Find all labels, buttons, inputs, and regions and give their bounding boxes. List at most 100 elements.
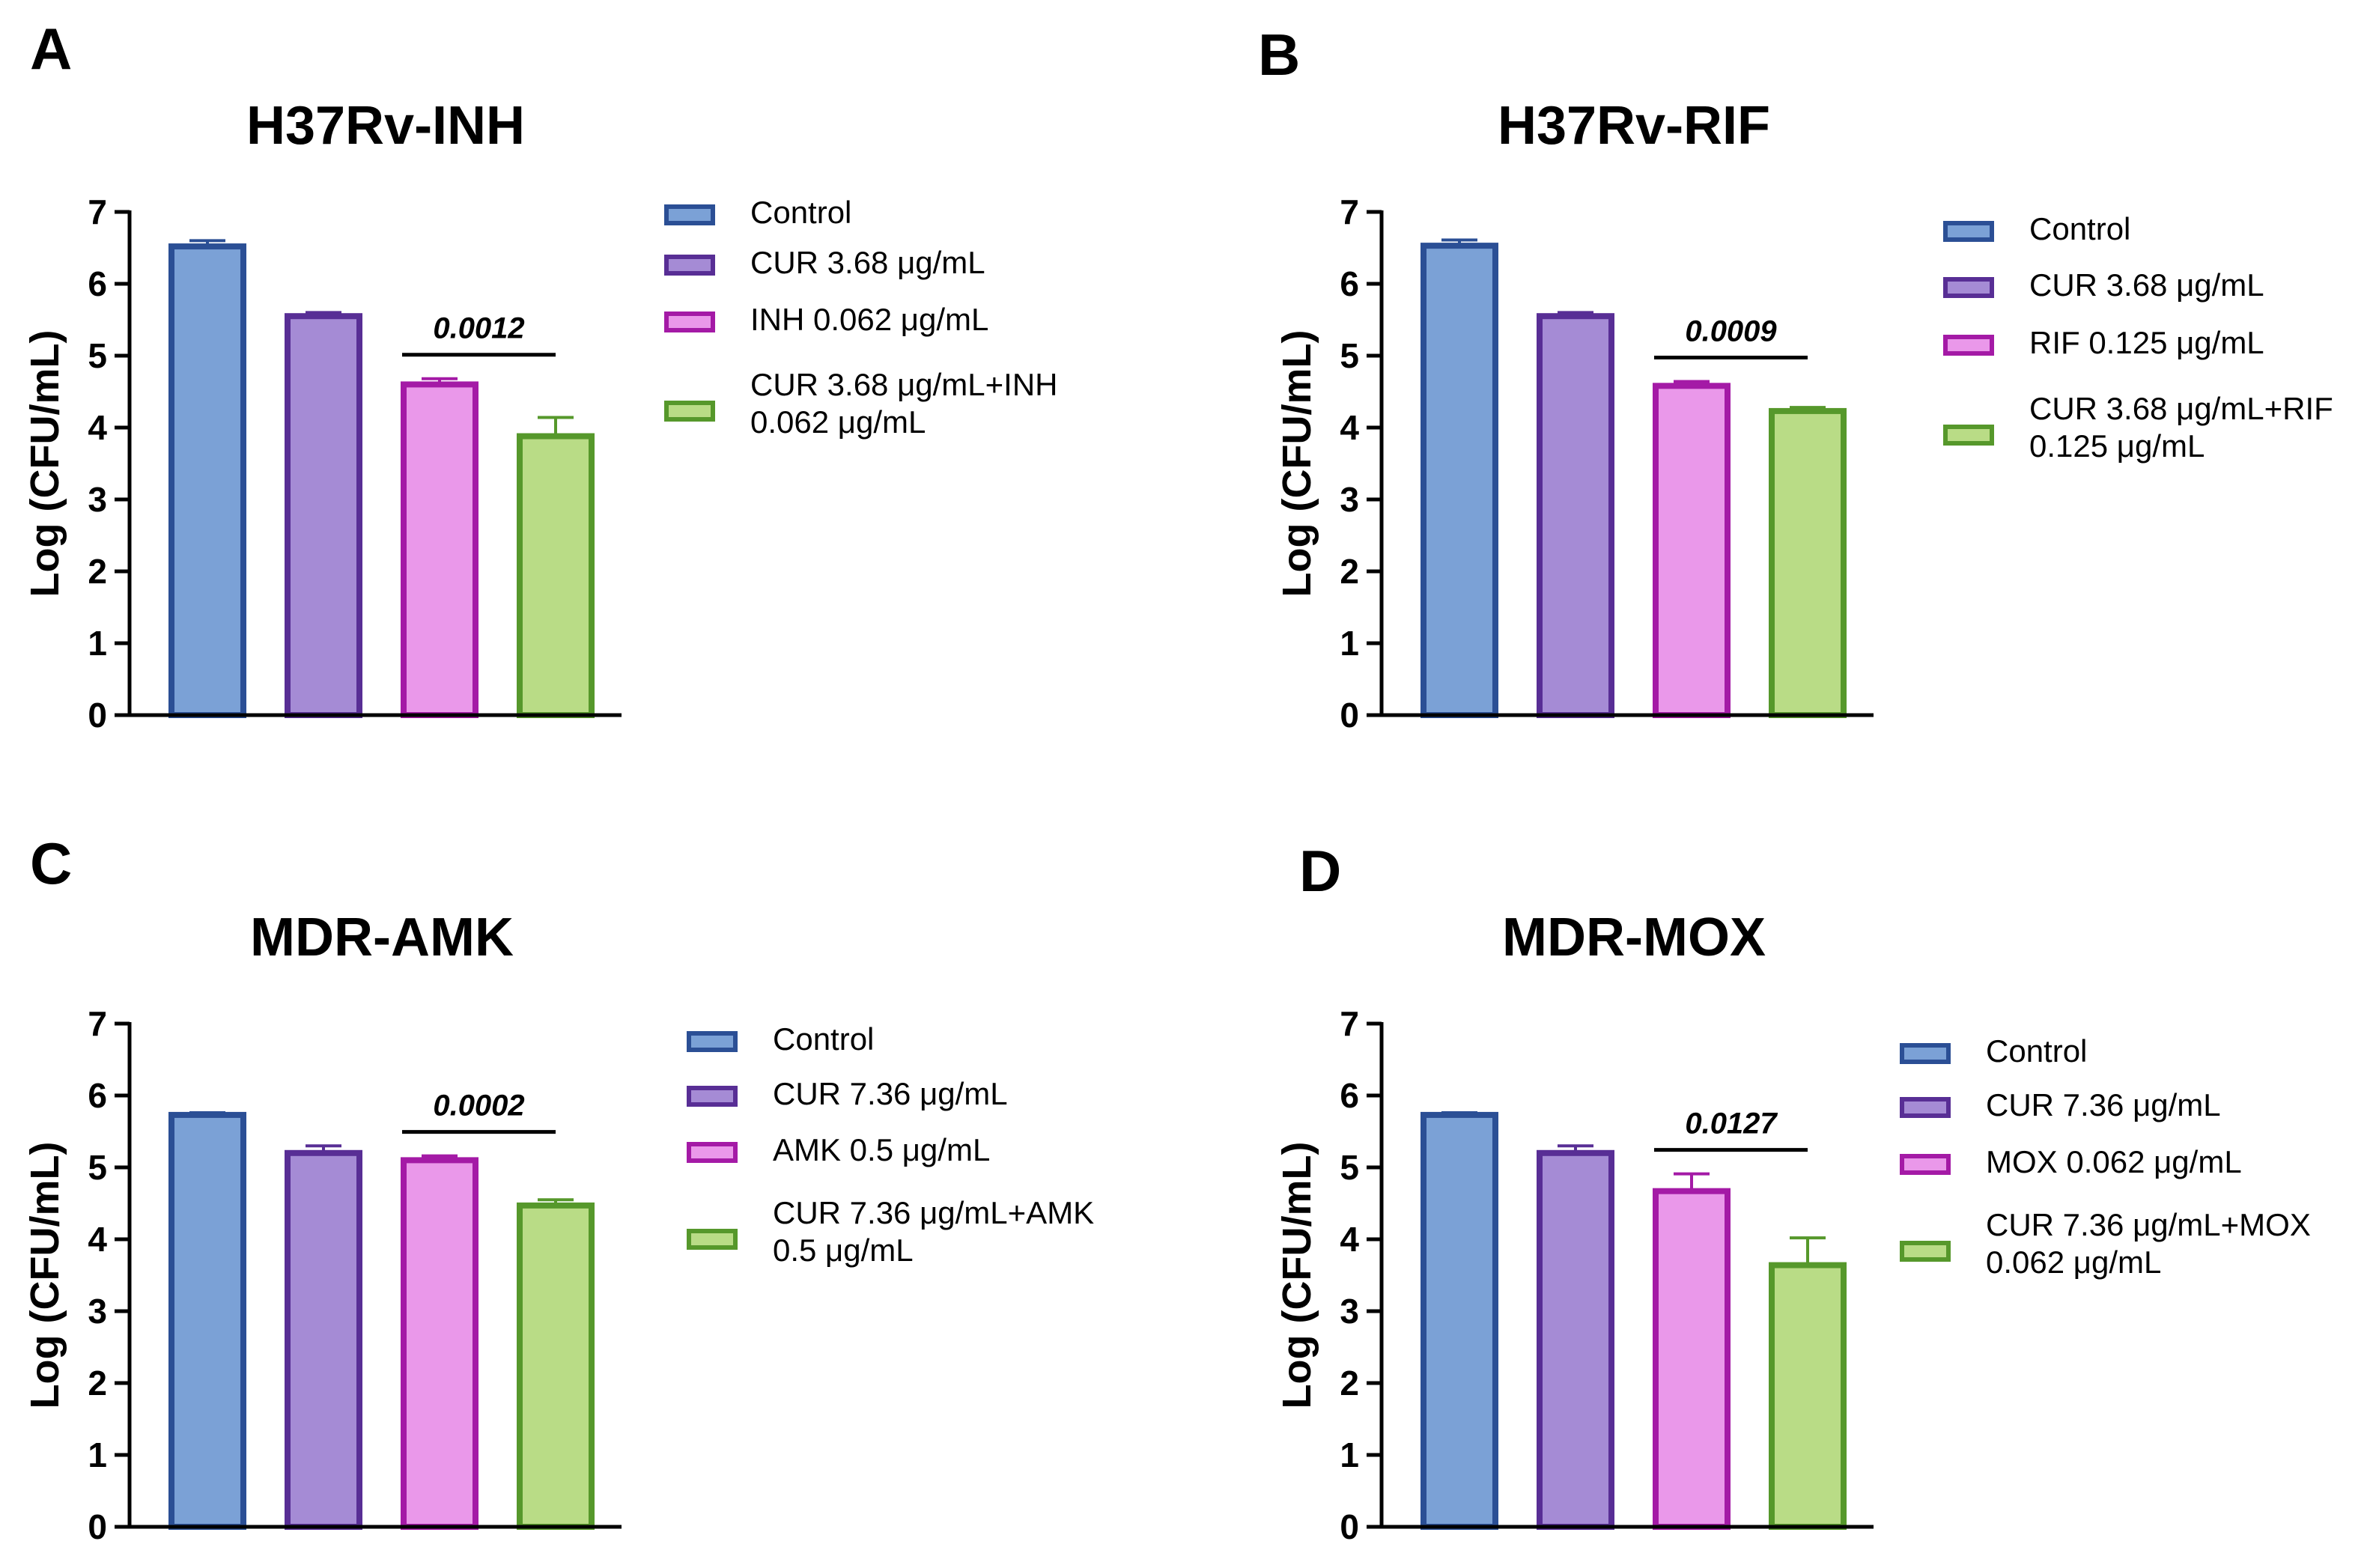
legend-swatch-2 [1900, 1097, 1951, 1118]
legend-label-4: 0.125 μg/mL [2029, 428, 2205, 464]
y-tick-label: 4 [88, 408, 107, 447]
y-axis-label: Log (CFU/mL) [22, 330, 67, 598]
y-tick-label: 5 [88, 336, 107, 375]
bar-2 [1537, 1149, 1614, 1531]
bar-2 [285, 313, 362, 718]
bar-4 [1769, 1262, 1847, 1531]
legend-swatch-1 [1943, 221, 1994, 242]
legend-swatch-4 [1943, 425, 1994, 446]
y-tick-label: 3 [88, 1292, 107, 1331]
legend-swatch-2 [664, 255, 715, 276]
y-tick-label: 1 [1340, 1435, 1359, 1474]
legend-label-4: CUR 7.36 μg/mL+AMK [773, 1195, 1094, 1230]
legend-label-3: AMK 0.5 μg/mL [773, 1132, 990, 1167]
bar-1 [1421, 243, 1498, 718]
y-tick-label: 5 [1340, 336, 1359, 375]
chart-panel-d: D MDR-MOX Log (CFU/mL) 0 1 2 3 4 5 6 7 0.0127 Contro… [1274, 838, 2311, 1546]
bar-4 [517, 1202, 595, 1530]
y-tick-label: 2 [88, 1364, 107, 1403]
y-tick-label: 6 [88, 1076, 107, 1115]
bar-1 [168, 243, 246, 718]
y-tick-label: 4 [1340, 1220, 1359, 1259]
legend-label-2: CUR 7.36 μg/mL [773, 1076, 1008, 1111]
chart-title: H37Rv-RIF [1498, 96, 1770, 156]
p-value-label: 0.0002 [433, 1090, 524, 1122]
bar-3 [401, 1157, 478, 1531]
legend-swatch-1 [1900, 1043, 1951, 1064]
panel-letter: A [30, 16, 72, 82]
p-value-label: 0.0012 [433, 312, 524, 345]
y-tick-label: 3 [1340, 480, 1359, 519]
y-tick-label: 7 [88, 192, 107, 231]
y-tick-label: 2 [1340, 1364, 1359, 1403]
legend-label-2: CUR 3.68 μg/mL [750, 245, 985, 280]
legend-label-1: Control [2029, 211, 2130, 246]
legend-label-4: CUR 7.36 μg/mL+MOX [1986, 1207, 2311, 1242]
legend-swatch-3 [687, 1142, 738, 1163]
y-tick-label: 0 [1340, 696, 1359, 735]
legend-swatch-1 [687, 1031, 738, 1052]
bar-4 [517, 433, 595, 719]
panel-letter: C [30, 830, 72, 896]
bar-2 [1537, 313, 1614, 718]
y-tick-label: 0 [88, 1507, 107, 1546]
chart-panel-b: B H37Rv-RIF Log (CFU/mL) 0 1 2 3 4 5 6 7 0.0009 Cont… [1258, 22, 2333, 735]
y-tick-label: 5 [1340, 1148, 1359, 1187]
chart-panel-c: C MDR-AMK Log (CFU/mL) 0 1 2 3 4 5 6 7 0.0002 Contro… [22, 830, 1094, 1546]
chart-panel-a: A H37Rv-INH Log (CFU/mL) 0 1 2 3 4 5 6 7 0.0012 Cont… [22, 16, 1058, 735]
y-tick-label: 3 [1340, 1292, 1359, 1331]
chart-title: MDR-AMK [250, 908, 514, 967]
y-tick-label: 2 [1340, 552, 1359, 591]
y-tick-label: 4 [1340, 408, 1359, 447]
y-axis-label: Log (CFU/mL) [1274, 330, 1319, 598]
y-tick-label: 1 [88, 1435, 107, 1474]
legend-label-4: CUR 3.68 μg/mL+INH [750, 367, 1058, 402]
legend-swatch-3 [664, 312, 715, 332]
legend-label-4: 0.062 μg/mL [750, 404, 926, 440]
y-tick-label: 3 [88, 480, 107, 519]
p-value-label: 0.0127 [1685, 1107, 1778, 1140]
bar-3 [1653, 383, 1731, 718]
y-tick-label: 6 [1340, 1076, 1359, 1115]
y-tick-label: 0 [88, 696, 107, 735]
chart-title: MDR-MOX [1502, 908, 1766, 967]
y-tick-label: 1 [1340, 624, 1359, 663]
y-tick-label: 7 [1340, 1004, 1359, 1043]
legend-swatch-4 [687, 1229, 738, 1250]
y-tick-label: 2 [88, 552, 107, 591]
y-tick-label: 5 [88, 1148, 107, 1187]
bar-3 [401, 381, 478, 719]
legend-label-3: INH 0.062 μg/mL [750, 302, 988, 337]
legend-label-2: CUR 7.36 μg/mL [1986, 1087, 2221, 1122]
panel-letter: D [1299, 838, 1341, 904]
chart-title: H37Rv-INH [246, 96, 525, 156]
legend-label-2: CUR 3.68 μg/mL [2029, 267, 2264, 303]
legend-label-1: Control [773, 1021, 874, 1057]
y-axis-label: Log (CFU/mL) [1274, 1142, 1319, 1409]
legend-swatch-2 [687, 1086, 738, 1107]
y-tick-label: 7 [1340, 192, 1359, 231]
legend-label-1: Control [1986, 1033, 2087, 1069]
y-tick-label: 6 [88, 264, 107, 303]
p-value-label: 0.0009 [1685, 315, 1777, 348]
y-tick-label: 1 [88, 624, 107, 663]
y-tick-label: 4 [88, 1220, 107, 1259]
y-tick-label: 7 [88, 1004, 107, 1043]
panel-letter: B [1258, 22, 1300, 88]
legend-label-3: RIF 0.125 μg/mL [2029, 325, 2264, 360]
legend-swatch-3 [1900, 1154, 1951, 1175]
legend-label-4: CUR 3.68 μg/mL+RIF [2029, 391, 2333, 426]
bar-1 [1421, 1111, 1498, 1531]
bar-4 [1769, 407, 1847, 718]
bar-2 [285, 1149, 362, 1531]
bar-3 [1653, 1188, 1731, 1531]
legend-swatch-2 [1943, 277, 1994, 298]
y-axis-label: Log (CFU/mL) [22, 1142, 67, 1409]
y-tick-label: 0 [1340, 1507, 1359, 1546]
legend-label-4: 0.5 μg/mL [773, 1233, 914, 1268]
legend-swatch-4 [1900, 1241, 1951, 1262]
legend-swatch-3 [1943, 335, 1994, 356]
legend-swatch-1 [664, 204, 715, 225]
legend-label-3: MOX 0.062 μg/mL [1986, 1144, 2242, 1179]
